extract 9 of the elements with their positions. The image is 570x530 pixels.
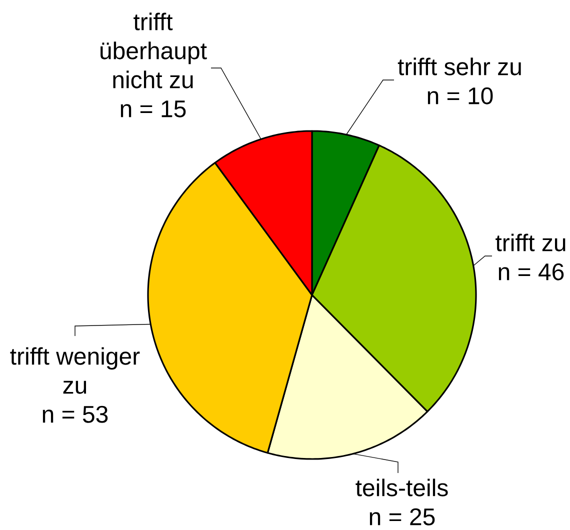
data-label: n = 53 (42, 406, 108, 423)
slice-label: teils-teils (356, 478, 448, 496)
data-label: n = 46 (498, 263, 564, 280)
data-label: n = 15 (120, 100, 186, 118)
data-label: n = 25 (370, 508, 435, 526)
data-label: n = 10 (428, 87, 493, 104)
slice-label: trifft zu (496, 234, 566, 252)
slice-label: trifft weniger zu (10, 347, 140, 394)
slice-label: trifft sehr zu (398, 58, 521, 76)
